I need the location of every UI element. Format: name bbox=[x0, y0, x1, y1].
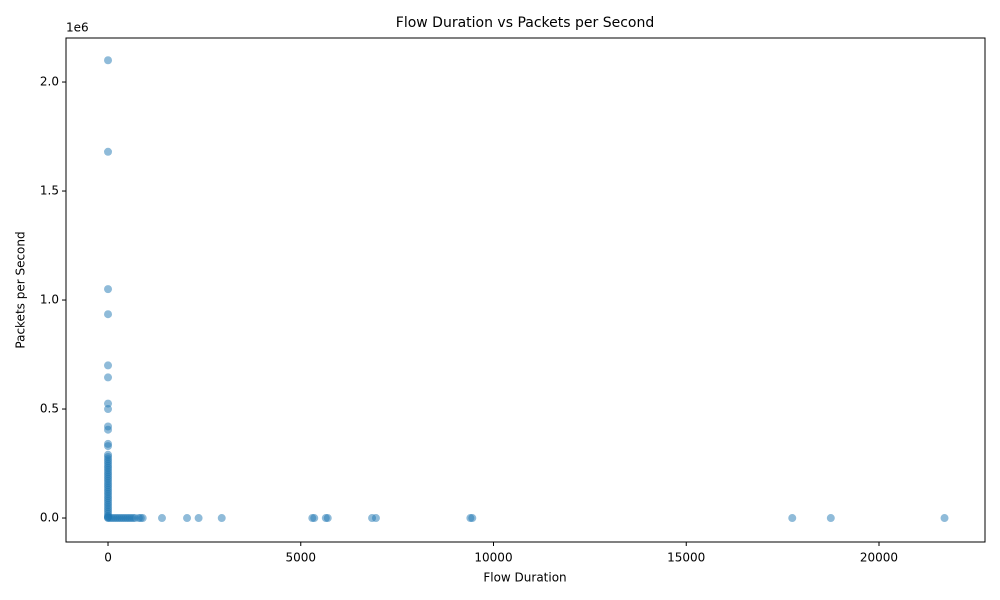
y-tick-label: 1.5 bbox=[40, 184, 59, 198]
x-axis-label: Flow Duration bbox=[483, 571, 566, 585]
point bbox=[138, 514, 147, 523]
point bbox=[194, 514, 203, 523]
plot-frame bbox=[65, 37, 986, 543]
y-tick-label: 2.0 bbox=[40, 75, 59, 89]
point bbox=[104, 373, 113, 382]
y-tick-label: 0.0 bbox=[40, 511, 59, 525]
y-tick-label: 1.0 bbox=[40, 293, 59, 307]
chart-title: Flow Duration vs Packets per Second bbox=[396, 15, 654, 31]
point bbox=[371, 514, 380, 523]
point bbox=[104, 147, 113, 156]
x-tick-label: 20000 bbox=[860, 551, 898, 565]
point bbox=[104, 425, 113, 434]
point bbox=[217, 514, 226, 523]
x-tick-label: 10000 bbox=[474, 551, 512, 565]
point bbox=[104, 361, 113, 370]
point bbox=[940, 514, 949, 523]
y-tick-label: 0.5 bbox=[40, 402, 59, 416]
y-offset-label: 1e6 bbox=[66, 21, 89, 35]
point bbox=[104, 442, 113, 451]
point bbox=[788, 514, 797, 523]
point bbox=[468, 514, 477, 523]
point bbox=[104, 405, 113, 414]
point bbox=[104, 56, 113, 65]
point bbox=[310, 514, 319, 523]
y-axis-label: Packets per Second bbox=[14, 231, 28, 348]
x-tick-label: 0 bbox=[104, 551, 112, 565]
point bbox=[157, 514, 166, 523]
x-tick-label: 5000 bbox=[285, 551, 316, 565]
point bbox=[104, 310, 113, 319]
point bbox=[104, 285, 113, 294]
point bbox=[826, 514, 835, 523]
point bbox=[323, 514, 332, 523]
point bbox=[183, 514, 192, 523]
x-tick-label: 15000 bbox=[667, 551, 705, 565]
